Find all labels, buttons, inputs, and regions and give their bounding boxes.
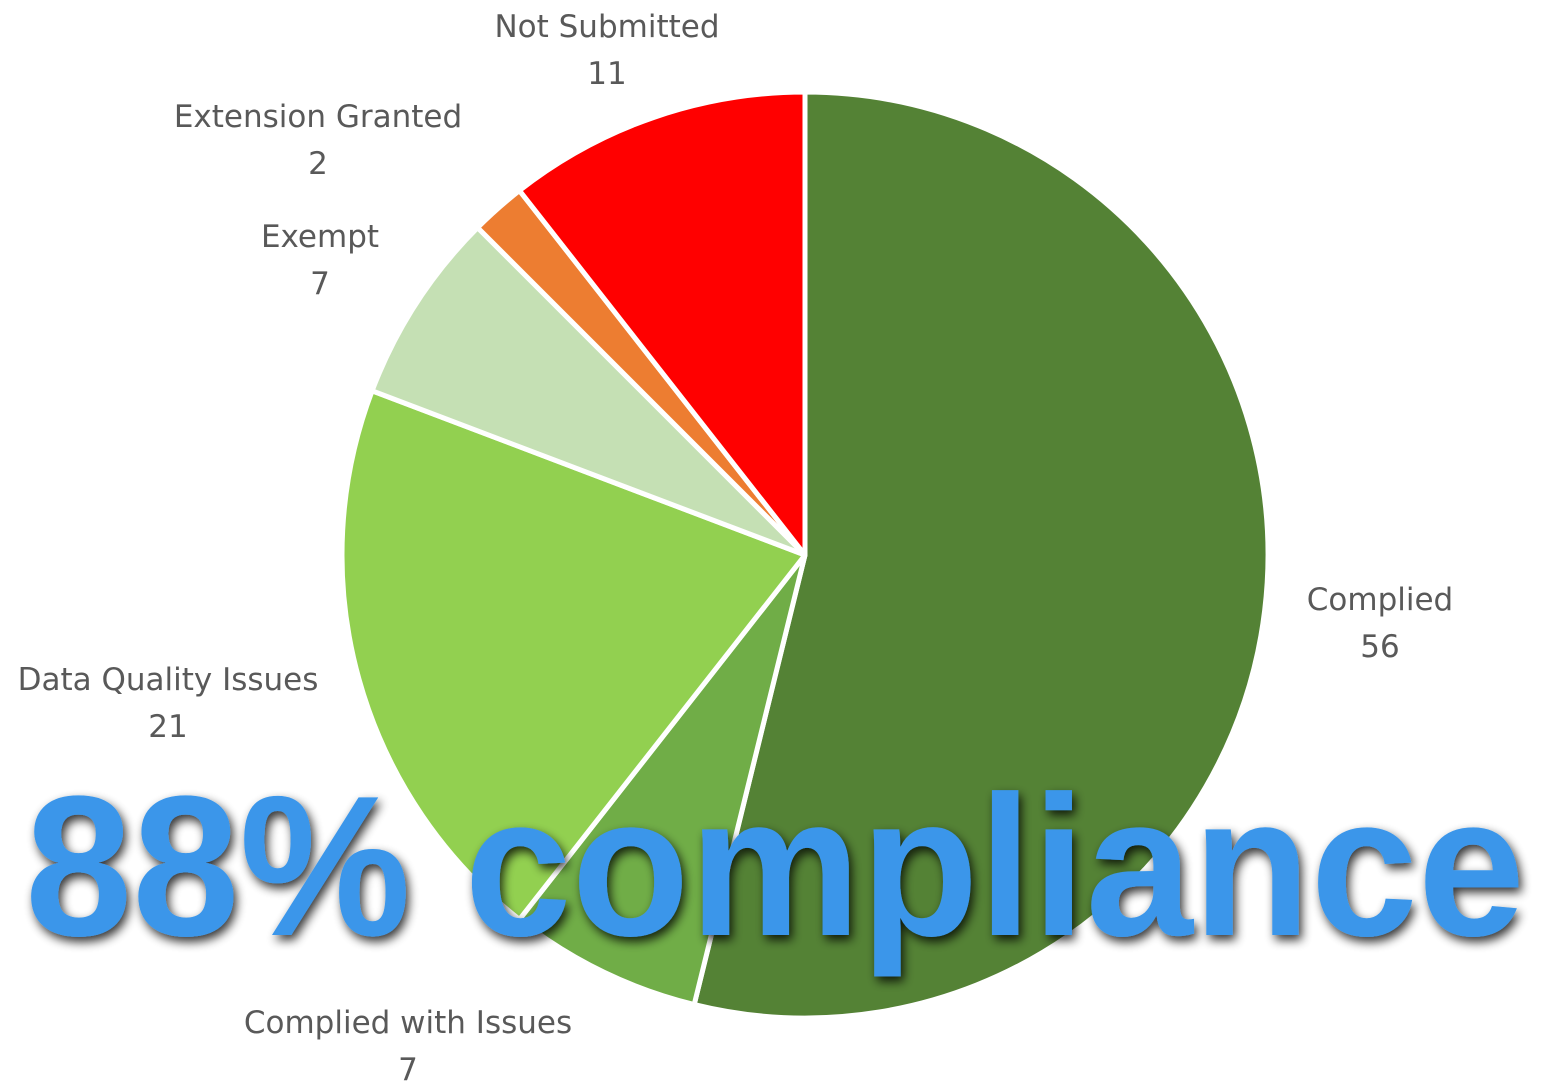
slice-label: Complied with Issues	[244, 1005, 572, 1041]
labels: Complied 56 Complied with Issues 7 Data Qual…	[18, 9, 1454, 1081]
annotation: 88% compliance	[25, 755, 1525, 978]
slice-label: Extension Granted	[174, 99, 462, 135]
slice-value: 7	[310, 266, 330, 302]
slice-label: Exempt	[261, 219, 379, 255]
slice-value: 7	[398, 1052, 418, 1081]
pie-slice	[691, 89, 1271, 1021]
pie	[339, 89, 1271, 1021]
pie-slice	[516, 89, 808, 558]
slice-value: 2	[308, 146, 328, 182]
slice-label: Complied	[1307, 582, 1453, 618]
slice-label: Not Submitted	[494, 9, 719, 45]
slice-label: Data Quality Issues	[18, 662, 319, 698]
slice-value: 21	[148, 709, 187, 745]
slice-value: 56	[1360, 629, 1399, 665]
pie-slice	[369, 225, 808, 558]
slice-value: 11	[587, 56, 626, 92]
pie-slice	[339, 388, 808, 922]
pie-slice	[516, 552, 808, 1008]
